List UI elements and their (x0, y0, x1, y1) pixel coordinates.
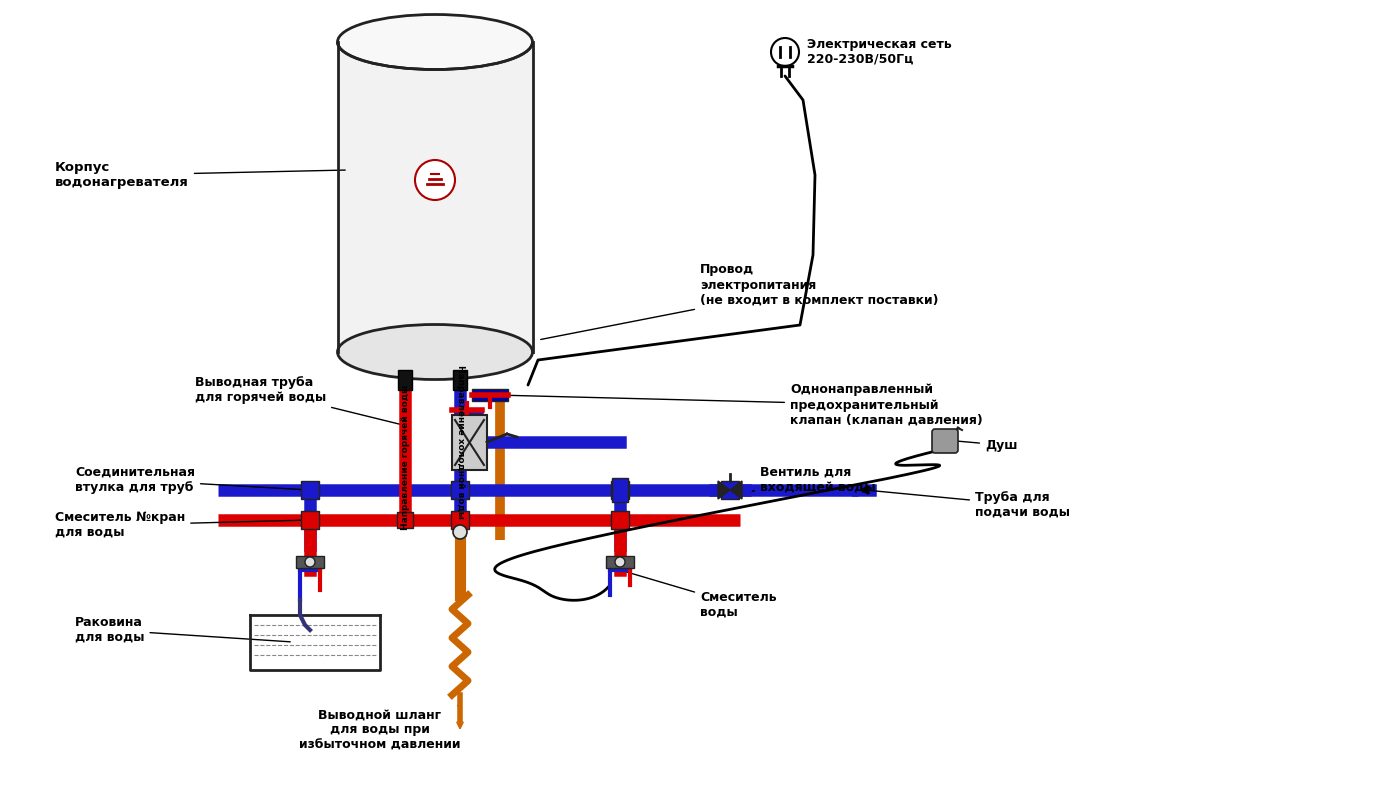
Ellipse shape (338, 14, 533, 70)
Circle shape (771, 38, 799, 66)
Bar (610, 481, 628, 499)
FancyBboxPatch shape (931, 429, 958, 453)
Text: Смеситель
воды: Смеситель воды (623, 570, 776, 619)
Circle shape (304, 557, 316, 567)
Text: Однонаправленный
предохранительный
клапан (клапан давления): Однонаправленный предохранительный клапа… (498, 383, 983, 426)
Ellipse shape (338, 325, 533, 379)
Bar (472, 389, 508, 401)
Text: Раковина
для воды: Раковина для воды (75, 616, 291, 644)
Text: Корпус
водонагревателя: Корпус водонагревателя (55, 161, 345, 189)
Text: Выводной шланг
для воды при
избыточном давлении: Выводной шланг для воды при избыточном д… (299, 705, 461, 751)
Polygon shape (718, 481, 729, 499)
Text: Электрическая сеть
220-230В/50Гц: Электрическая сеть 220-230В/50Гц (807, 38, 952, 66)
Text: Выводная труба
для горячей воды: Выводная труба для горячей воды (195, 376, 400, 424)
Circle shape (415, 160, 455, 200)
Text: Направление холодной воды: Направление холодной воды (457, 365, 465, 519)
Text: Смеситель №кран
для воды: Смеситель №кран для воды (55, 511, 307, 539)
Text: Направление горячей воды: Направление горячей воды (400, 385, 410, 530)
Bar (296, 556, 324, 568)
Circle shape (453, 525, 466, 539)
Bar (300, 511, 318, 529)
Bar (338, 42, 533, 352)
Bar (606, 556, 634, 568)
Bar (612, 478, 628, 502)
Bar (451, 481, 469, 499)
Text: Труба для
подачи воды: Труба для подачи воды (868, 490, 1070, 519)
Circle shape (614, 557, 626, 567)
Bar (300, 481, 318, 499)
Polygon shape (729, 481, 742, 499)
Text: Провод
электропитания
(не входит в комплект поставки): Провод электропитания (не входит в компл… (541, 263, 938, 339)
Bar (721, 481, 739, 499)
Bar (399, 370, 412, 390)
Bar (453, 370, 466, 390)
Bar (610, 511, 628, 529)
Bar (453, 415, 487, 470)
Bar (397, 512, 412, 528)
Bar (451, 511, 469, 529)
Text: Душ: Душ (948, 438, 1017, 451)
Text: Вентиль для
входящей воды: Вентиль для входящей воды (732, 466, 876, 494)
Text: Соединительная
втулка для труб: Соединительная втулка для труб (75, 466, 307, 494)
